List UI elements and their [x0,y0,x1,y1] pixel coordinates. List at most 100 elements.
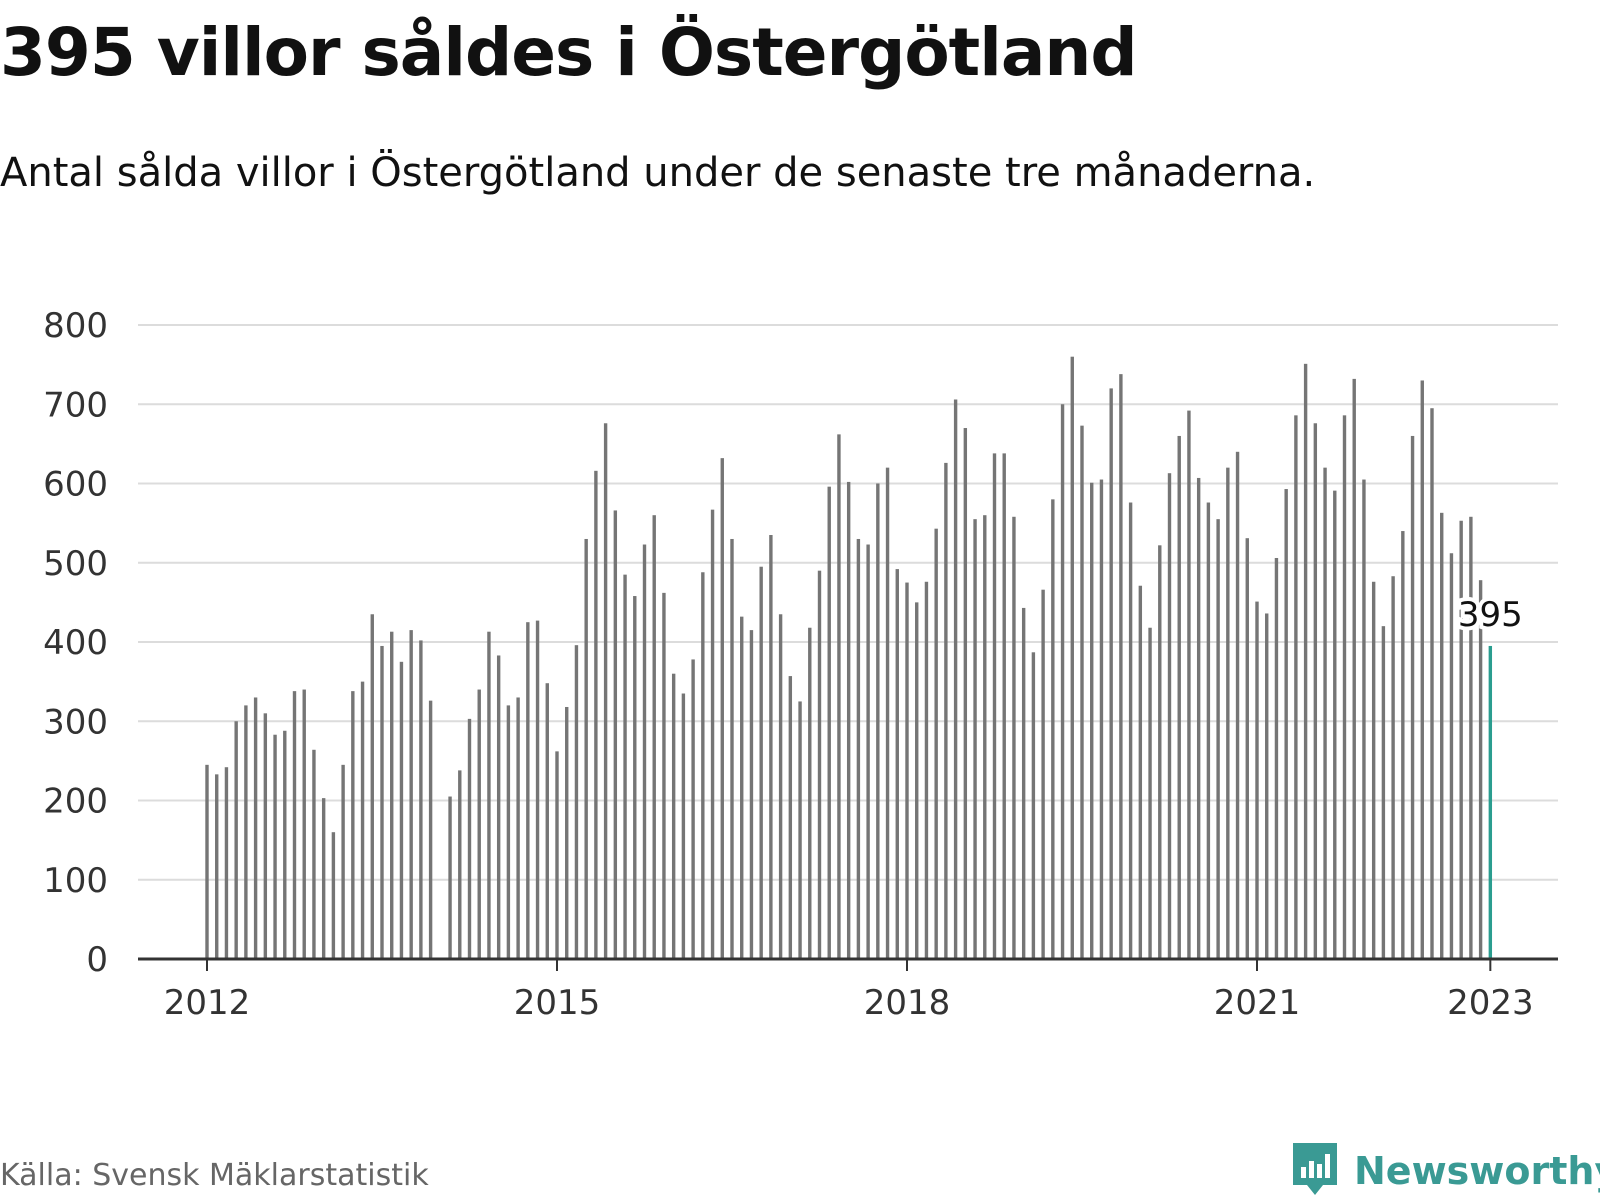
bar [671,673,676,959]
bar [341,764,345,959]
bar [1401,531,1405,959]
bar [1138,585,1143,959]
bar [1284,489,1288,959]
x-tick-label: 2015 [514,983,601,1023]
chart-subtitle: Antal sålda villor i Östergötland under … [0,150,1316,196]
bar [944,462,948,959]
bar [1002,453,1006,959]
bar [487,631,491,959]
bar [1469,516,1473,959]
bar [1080,425,1084,960]
bar [681,693,686,959]
bar [1187,410,1191,960]
bar [1021,607,1026,959]
x-tick-label: 2012 [164,983,251,1023]
bar [1265,613,1269,959]
bar [1167,473,1172,959]
bars [205,356,1493,960]
bar [584,538,588,959]
y-tick-label: 300 [43,702,108,742]
x-axis-ticks: 2012 2015 2018 2021 2023 [164,959,1534,1023]
bar [1099,479,1104,959]
bar [837,434,841,959]
bar [1128,502,1133,959]
bar [1070,356,1074,959]
bar [234,721,238,959]
bar [915,602,919,959]
bar [973,519,977,959]
bar [778,614,783,959]
bar [1478,580,1483,959]
bar [817,570,822,959]
bar [1148,627,1152,959]
chart-title: 395 villor såldes i Östergötland [0,14,1138,91]
bar [370,614,374,959]
bar [1031,652,1036,959]
bar [1440,512,1444,959]
bar [205,764,209,959]
bar [1012,516,1016,959]
bar [253,697,258,959]
bar [594,470,598,959]
bar [905,582,909,959]
bar [769,535,773,959]
bar [662,592,666,959]
bar [1313,423,1318,959]
bar [885,467,890,959]
bar [419,640,423,959]
bar [263,713,268,959]
bar [1459,520,1463,959]
bar [1196,477,1201,959]
bar [633,596,637,959]
bar [866,544,870,959]
bar-chart-speech-bubble-icon [1290,1140,1340,1202]
bar [516,697,520,959]
bar [1216,519,1220,959]
bar [1323,467,1327,959]
bar [477,689,481,959]
bar [545,683,549,959]
data-labels: 395 [1454,591,1527,639]
bar [244,705,248,959]
bar [1381,626,1386,959]
bar [652,515,656,959]
y-tick-label: 700 [43,385,108,425]
bar [467,718,472,959]
y-tick-label: 0 [86,940,108,980]
bar [1119,374,1123,959]
bar [1362,479,1366,959]
bar [1041,589,1045,959]
bar [759,566,763,959]
y-tick-label: 200 [43,782,108,822]
bar [390,631,394,959]
bar [934,528,938,959]
bar [1371,581,1376,959]
bar [351,691,355,959]
bar [720,458,724,959]
bar [506,705,511,959]
bar [380,645,384,959]
bar [1430,408,1434,959]
y-axis-ticks: 0 100 200 300 400 500 600 700 800 [43,306,108,980]
bar [876,483,880,959]
bar [846,481,851,959]
bar [1274,557,1279,959]
bar [1410,435,1415,959]
brand-logo[interactable]: Newsworthy [1290,1140,1600,1202]
highlight-bar [1488,645,1493,959]
bar [691,659,695,959]
bar [574,645,579,959]
bar [526,622,530,959]
bar [603,423,608,959]
bar [1051,499,1055,959]
bar [1177,435,1181,959]
bar [1294,415,1298,960]
brand-name: Newsworthy [1354,1149,1600,1193]
bar [565,706,569,959]
bar [1303,363,1308,959]
bar [496,655,501,959]
bar [1090,482,1094,959]
bar [924,581,929,959]
bar [273,734,277,959]
